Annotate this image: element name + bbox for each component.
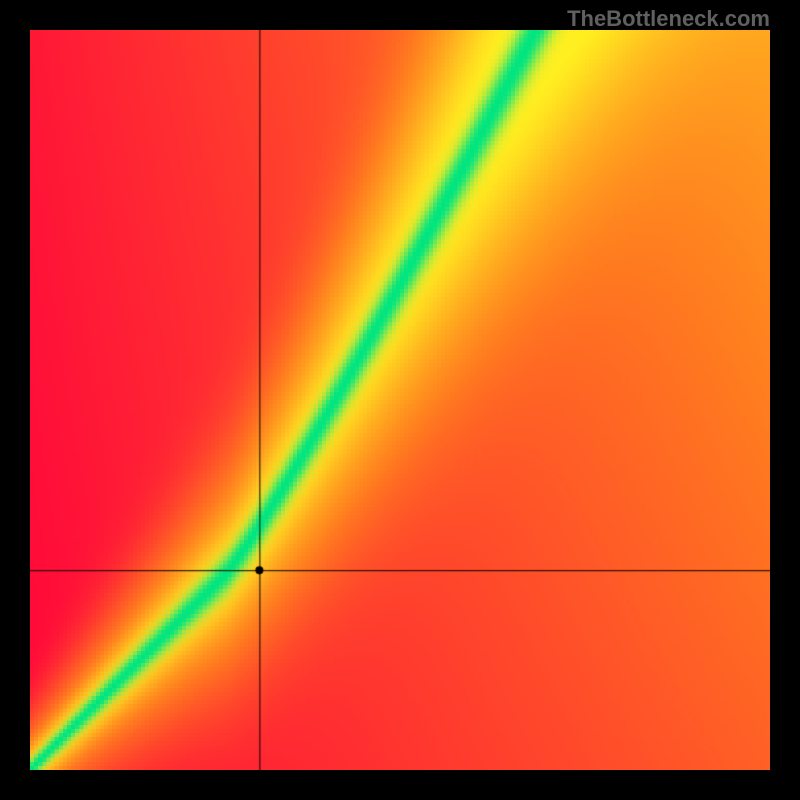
crosshair-overlay [30, 30, 770, 770]
figure-root: { "attribution": { "text": "TheBottlenec… [0, 0, 800, 800]
attribution-text: TheBottleneck.com [567, 6, 770, 32]
plot-area [30, 30, 770, 770]
